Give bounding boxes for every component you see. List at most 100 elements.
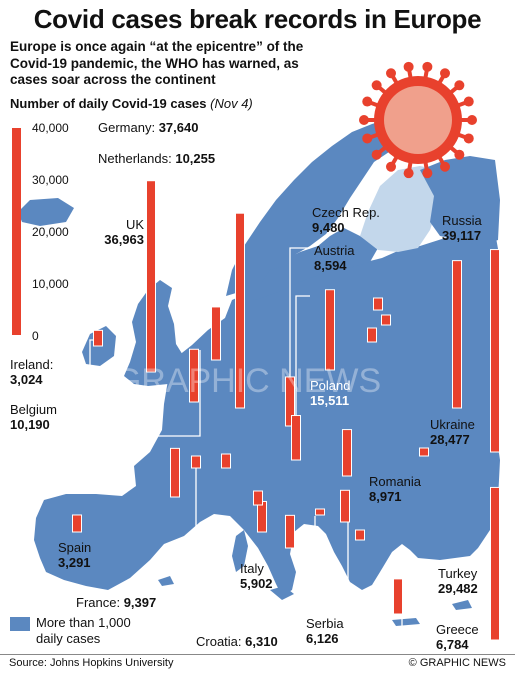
- virus-spike-tip: [463, 133, 474, 144]
- country-value: 6,784: [436, 637, 469, 652]
- bar-france: [170, 447, 180, 498]
- bar-russia: [490, 249, 500, 453]
- country-value: 37,640: [158, 120, 199, 135]
- label-belgium: Belgium 10,190: [10, 402, 57, 432]
- bar-turkey: [490, 486, 500, 641]
- cyprus: [452, 600, 472, 610]
- bar-other-country: [191, 455, 201, 469]
- virus-spike-tip: [371, 80, 382, 91]
- bar-belgium: [189, 348, 199, 403]
- bar-uk: [146, 180, 156, 373]
- label-czech: Czech Rep. 9,480: [312, 205, 380, 235]
- country-name: Belgium: [10, 402, 57, 417]
- bar-germany: [235, 212, 245, 409]
- country-value: 10,190: [10, 417, 50, 432]
- label-netherlands: Netherlands: 10,255: [98, 151, 216, 166]
- northern-coast: [238, 228, 378, 300]
- virus-spike-tip: [422, 61, 433, 72]
- country-value: 3,024: [10, 372, 43, 387]
- leader-austria: [295, 295, 310, 430]
- virus-spike-tip: [359, 115, 369, 125]
- virus-core: [384, 86, 452, 154]
- finland-russia-north: [360, 166, 440, 252]
- country-value: 3,291: [58, 555, 91, 570]
- country-name: Italy: [240, 561, 264, 576]
- scale-tick-label: 30,000: [32, 173, 69, 187]
- country-value: 5,902: [240, 576, 273, 591]
- label-russia: Russia 39,117: [442, 213, 482, 243]
- country-value: 15,511: [310, 393, 350, 408]
- bar-other-country: [221, 453, 231, 469]
- bar-other-country: [381, 314, 391, 326]
- balearic-islands: [158, 576, 174, 586]
- country-name: Germany: [98, 120, 152, 135]
- bar-other-country: [367, 327, 377, 343]
- label-austria: Austria 8,594: [314, 243, 354, 273]
- country-name: Turkey: [438, 566, 478, 581]
- virus-spike-tip: [362, 133, 373, 144]
- bar-romania: [342, 429, 352, 477]
- bar-czech-rep: [285, 376, 295, 427]
- scale-bar: [12, 128, 21, 335]
- country-value: 8,971: [369, 489, 402, 504]
- bar-italy: [257, 500, 267, 533]
- country-name: Ireland: [10, 357, 50, 372]
- label-serbia: Serbia 6,126: [306, 616, 344, 646]
- leader-germany: [190, 126, 241, 212]
- credit: © GRAPHIC NEWS: [408, 657, 506, 669]
- bar-layer: [72, 180, 500, 641]
- virus-spike-tip: [463, 96, 474, 107]
- page-subtitle: Europe is once again “at the epicentre” …: [10, 39, 304, 87]
- virus-illustration: [359, 61, 477, 179]
- label-romania: Romania 8,971: [369, 474, 421, 504]
- country-name: Poland: [310, 378, 351, 393]
- label-germany: Germany: 37,640: [98, 120, 199, 135]
- bar-croatia: [285, 514, 295, 549]
- virus-spike-tip: [386, 161, 396, 172]
- virus-spike-tip: [386, 68, 396, 79]
- bar-spain: [72, 514, 82, 533]
- bar-other-country: [419, 447, 429, 457]
- country-value: 8,594: [314, 258, 347, 273]
- virus-spike-tip: [371, 149, 382, 160]
- footer: [0, 654, 515, 674]
- scale-tick-label: 20,000: [32, 225, 69, 239]
- country-value: 28,477: [430, 432, 470, 447]
- legend-swatch: [10, 617, 30, 631]
- country-value: 39,117: [442, 228, 482, 243]
- country-name: Spain: [58, 540, 92, 555]
- virus-spikes: [359, 61, 477, 179]
- chart-date: (Nov 4): [210, 96, 253, 111]
- country-name: Russia: [442, 213, 482, 228]
- bar-other-country: [253, 490, 263, 506]
- virus-spike-tip: [440, 68, 450, 79]
- scale-tick-label: 0: [32, 329, 39, 343]
- scale-tick-label: 40,000: [32, 121, 69, 135]
- country-name: Serbia: [306, 616, 344, 631]
- east-region: [420, 156, 500, 246]
- bar-serbia: [340, 489, 350, 523]
- country-value: 6,126: [306, 631, 339, 646]
- virus-spike-tip: [422, 168, 433, 179]
- country-value: 9,397: [123, 595, 157, 610]
- country-name: Greece: [436, 622, 479, 637]
- virus-spike-tip: [403, 61, 414, 72]
- bar-greece: [393, 578, 403, 615]
- label-italy: Italy 5,902: [240, 561, 273, 591]
- country-value: 36,963: [104, 232, 144, 247]
- label-croatia: Croatia: 6,310: [196, 634, 278, 649]
- bar-poland: [325, 289, 335, 371]
- watermark: GRAPHIC NEWS: [115, 362, 381, 400]
- label-ireland: Ireland: 3,024: [10, 357, 54, 387]
- leader-france: [168, 462, 197, 603]
- country-value: 9,480: [312, 220, 345, 235]
- country-name: Netherlands: [98, 151, 169, 166]
- country-value: 6,310: [245, 634, 278, 649]
- bar-other-country: [355, 529, 365, 541]
- virus-spike-tip: [440, 161, 450, 172]
- country-name: France: [76, 595, 117, 610]
- crete: [392, 618, 420, 626]
- country-value: 10,255: [175, 151, 216, 166]
